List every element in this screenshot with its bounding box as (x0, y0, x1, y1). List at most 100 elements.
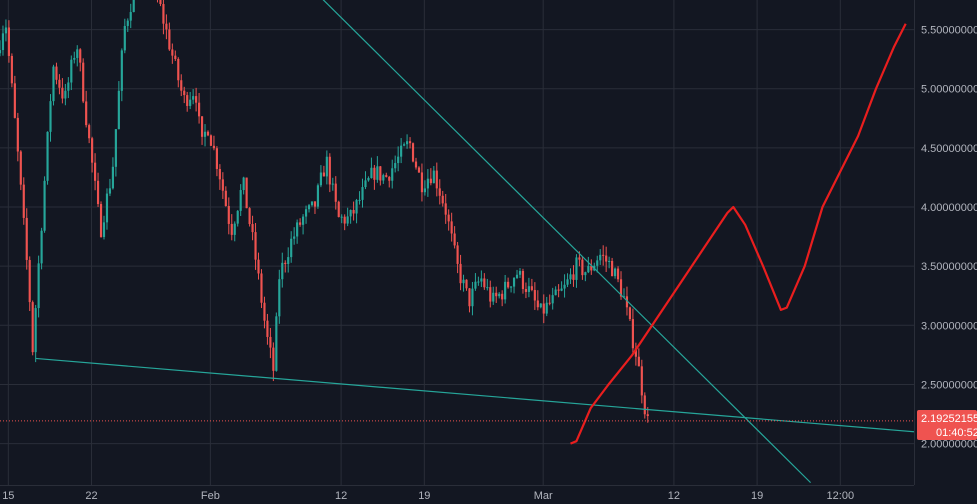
candle-body (548, 302, 551, 304)
time-tick-label: 15 (2, 490, 14, 502)
candle-body (96, 180, 100, 205)
candle-body (177, 58, 180, 81)
trendline-resistance[interactable] (294, 0, 812, 484)
candle-body (625, 296, 629, 308)
candle-body (227, 206, 230, 224)
candle-body (70, 59, 73, 83)
candle-body (73, 57, 76, 60)
candle-body (290, 238, 293, 258)
candle-body (367, 178, 370, 181)
candle-body (637, 356, 640, 367)
candle-body (224, 190, 227, 207)
candle-body (480, 278, 483, 282)
trendline-support[interactable] (35, 357, 915, 433)
candle-body (310, 201, 314, 206)
candle-body (43, 180, 46, 231)
candle-body (266, 320, 269, 337)
projection-path (570, 23, 907, 445)
candle-body (441, 195, 444, 204)
time-tick-label: 12 (335, 490, 347, 502)
candle-body (123, 25, 126, 51)
time-tick-label: 22 (85, 490, 97, 502)
candle-body (459, 263, 462, 284)
candle-body (171, 49, 174, 56)
candle-body (25, 217, 28, 260)
price-tick-label: 5.50000000 (921, 25, 977, 37)
candle-body (542, 303, 545, 314)
candle-body (111, 166, 114, 189)
candle-body (527, 286, 530, 292)
time-tick-label: 19 (418, 490, 430, 502)
candle-body (391, 168, 394, 181)
candle-body (539, 303, 542, 308)
candle-body (504, 281, 507, 300)
candle-body (566, 279, 569, 285)
candle-body (352, 209, 355, 214)
candle-body (465, 279, 468, 289)
candle-body (613, 268, 617, 277)
price-axis[interactable]: 2.00000000 2.50000000 3.00000000 3.50000000… (921, 25, 977, 451)
candle-body (180, 80, 183, 91)
candle-body (120, 50, 123, 91)
candle-body (509, 286, 513, 288)
candle-body (275, 316, 278, 371)
candle-body (346, 216, 349, 224)
candle-body (79, 49, 82, 63)
price-tick-label: 3.50000000 (921, 261, 977, 273)
candle-body (423, 188, 426, 193)
candle-body (31, 302, 34, 353)
candle-body (616, 268, 620, 280)
candle-body (105, 193, 109, 223)
candle-body (19, 151, 22, 185)
candle-body (545, 302, 548, 314)
candle-body (186, 95, 189, 106)
price-tick-label: 3.00000000 (921, 320, 977, 332)
current-price-badge (917, 410, 977, 440)
candle-body (608, 260, 611, 262)
candle-body (530, 286, 533, 290)
candle-body (313, 201, 317, 207)
candle-body (646, 414, 649, 417)
candle-body (102, 222, 106, 237)
candle-body (554, 289, 557, 296)
candle-body (52, 66, 55, 102)
candle-body (385, 175, 388, 177)
candle-body (296, 222, 299, 237)
candle-body (331, 183, 334, 185)
candle-body (429, 178, 432, 184)
projection-curve[interactable] (570, 23, 907, 445)
time-axis-divider (0, 485, 914, 486)
candle-body (572, 274, 575, 280)
candle-body (432, 170, 435, 184)
candle-body (230, 223, 233, 235)
candle-body (643, 395, 646, 415)
candle-body (88, 125, 91, 139)
candle-body (403, 144, 406, 146)
candle-body (501, 293, 504, 300)
candle-body (197, 102, 201, 117)
candle-body (420, 172, 424, 193)
candle-body (563, 284, 566, 289)
candle-body (319, 172, 322, 186)
candle-body (260, 273, 263, 303)
grid (0, 0, 914, 485)
candle-body (456, 245, 459, 264)
candle-body (444, 203, 447, 215)
candle-body (581, 259, 584, 276)
price-axis-divider (914, 0, 915, 485)
candle-body (218, 168, 221, 180)
candle-body (524, 288, 528, 292)
candle-body (599, 254, 602, 261)
candle-body (67, 82, 70, 91)
time-axis[interactable]: 15 22 Feb 12 19 Mar 12 19 12:00 (2, 490, 854, 502)
candle-body (512, 277, 516, 287)
candle-body (37, 263, 40, 309)
candle-body (76, 49, 79, 58)
candle-body (61, 87, 64, 99)
candle-body (477, 281, 480, 283)
current-price-label: 2.19252155 (921, 413, 977, 425)
candle-body (611, 260, 614, 277)
candle-body (117, 90, 120, 130)
candle-body (183, 90, 186, 96)
